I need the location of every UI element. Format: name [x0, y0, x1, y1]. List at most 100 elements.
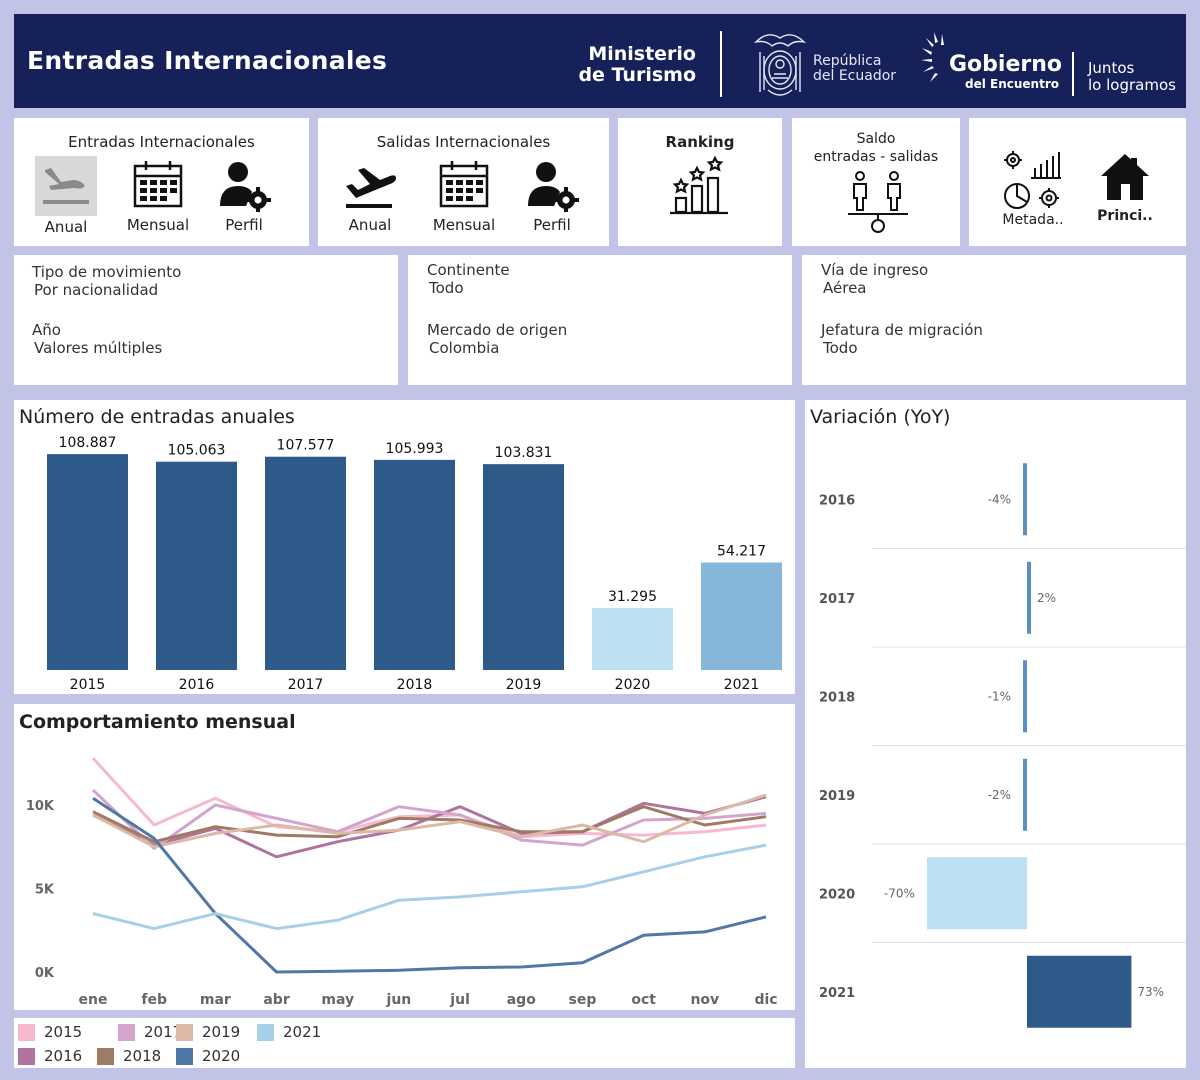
- legend-label: 2017: [144, 1023, 183, 1041]
- nav-extra-panel: Metada.. Princi..: [969, 118, 1186, 246]
- balance-people-icon: [848, 171, 908, 233]
- nav-entradas-mensual[interactable]: Mensual: [122, 158, 194, 234]
- legend-swatch: [18, 1048, 35, 1065]
- monthly-x-tick-label: dic: [754, 992, 777, 1008]
- gobierno-rays-icon: [921, 32, 944, 82]
- annual-bar-value-label: 103.831: [495, 445, 553, 461]
- nav-salidas-mensual[interactable]: Mensual: [428, 158, 500, 234]
- yoy-bar-2017[interactable]: [1027, 561, 1031, 634]
- nav-saldo-panel[interactable]: Saldo entradas - salidas: [792, 118, 960, 246]
- nav-salidas-anual[interactable]: Anual: [334, 160, 406, 234]
- filter-anio-value[interactable]: Valores múltiples: [34, 339, 163, 357]
- monthly-x-tick-label: sep: [569, 992, 597, 1008]
- monthly-series-line-2018[interactable]: [92, 805, 767, 844]
- annual-bar-category-label: 2015: [70, 677, 106, 693]
- annual-bar-2021[interactable]: [701, 562, 782, 670]
- nav-saldo-title: Saldo entradas - salidas: [792, 130, 960, 166]
- monthly-x-tick-label: jun: [386, 992, 412, 1008]
- coat-of-arms-icon: [753, 34, 807, 96]
- calendar-icon: [133, 161, 183, 208]
- monthly-series-line-2017[interactable]: [91, 788, 767, 850]
- yoy-value-label: -4%: [988, 492, 1011, 506]
- yoy-chart-panel: Variación (YoY) 2016 -4% 2017 2% 2018 -1% 2019…: [805, 400, 1186, 1068]
- yoy-category-label: 2019: [819, 789, 855, 804]
- filter-jefatura-label: Jefatura de migración: [821, 321, 983, 339]
- monthly-x-tick-label: feb: [141, 992, 167, 1008]
- yoy-bar-2020[interactable]: [926, 857, 1027, 930]
- legend-swatch: [18, 1024, 35, 1041]
- annual-bar-value-label: 54.217: [717, 544, 766, 560]
- monthly-chart-title: Comportamiento mensual: [19, 711, 296, 733]
- annual-bar-chart: 108.887 2015 105.063 2016 107.577 2017 105.993…: [47, 435, 782, 693]
- nav-entradas-mensual-label: Mensual: [126, 216, 190, 234]
- legend-swatch: [118, 1024, 135, 1041]
- monthly-y-tick-label: 5K: [35, 883, 55, 898]
- yoy-category-label: 2020: [819, 887, 855, 902]
- annual-bar-value-label: 31.295: [608, 589, 657, 605]
- monthly-series-line-2021[interactable]: [92, 843, 767, 931]
- nav-principal[interactable]: Princi..: [1087, 152, 1163, 224]
- filter-mercado-value[interactable]: Colombia: [429, 339, 500, 357]
- nav-entradas-anual[interactable]: Anual: [30, 156, 102, 236]
- nav-salidas-panel: Salidas Internacionales Anual: [318, 118, 609, 246]
- filter-via-value[interactable]: Aérea: [823, 279, 867, 297]
- monthly-series-line-2020[interactable]: [92, 797, 767, 974]
- annual-bar-2018[interactable]: [374, 459, 455, 670]
- annual-bar-2017[interactable]: [265, 456, 346, 670]
- calendar-icon: [439, 161, 489, 208]
- annual-bar-category-label: 2020: [615, 677, 651, 693]
- yoy-category-label: 2016: [819, 493, 855, 508]
- yoy-category-label: 2018: [819, 690, 855, 705]
- monthly-series-line-2015[interactable]: [91, 757, 767, 839]
- nav-entradas-perfil-label: Perfil: [225, 216, 263, 234]
- legend-label: 2019: [202, 1023, 241, 1041]
- yoy-value-label: -2%: [988, 788, 1011, 802]
- annual-bar-value-label: 105.993: [386, 441, 444, 457]
- legend-label: 2020: [202, 1047, 241, 1065]
- yoy-value-label: -1%: [988, 689, 1011, 703]
- nav-salidas-perfil[interactable]: Perfil: [516, 160, 588, 234]
- filter-jefatura-value[interactable]: Todo: [823, 339, 858, 357]
- monthly-y-tick-label: 10K: [26, 799, 55, 814]
- filter-panel-2: Continente Todo Mercado de origen Colomb…: [408, 255, 792, 385]
- nav-salidas-mensual-label: Mensual: [432, 216, 496, 234]
- annual-bar-value-label: 105.063: [168, 443, 226, 459]
- yoy-bar-2018[interactable]: [1023, 660, 1027, 733]
- monthly-series-line-2019[interactable]: [92, 793, 767, 849]
- airplane-landing-icon: [35, 156, 97, 216]
- yoy-bar-2019[interactable]: [1023, 758, 1027, 831]
- monthly-x-tick-label: oct: [631, 992, 656, 1008]
- nav-salidas-title: Salidas Internacionales: [376, 133, 551, 151]
- nav-saldo-title-line-1: Saldo: [856, 131, 896, 147]
- monthly-x-tick-label: ene: [79, 992, 108, 1008]
- annual-bar-2015[interactable]: [47, 454, 128, 670]
- annual-bar-value-label: 108.887: [59, 435, 117, 451]
- nav-metadata[interactable]: Metada..: [995, 150, 1071, 228]
- nav-entradas-perfil[interactable]: Perfil: [208, 160, 280, 234]
- annual-bar-category-label: 2017: [288, 677, 324, 693]
- republic-line-1: República: [813, 53, 882, 69]
- filter-continente-value[interactable]: Todo: [429, 279, 464, 297]
- annual-bar-2019[interactable]: [483, 464, 564, 670]
- nav-salidas-perfil-label: Perfil: [533, 216, 571, 234]
- filter-mercado-label: Mercado de origen: [427, 321, 568, 339]
- nav-principal-label: Princi..: [1097, 208, 1153, 224]
- legend-swatch: [176, 1048, 193, 1065]
- annual-bar-2016[interactable]: [156, 461, 237, 670]
- monthly-x-tick-label: nov: [690, 992, 719, 1008]
- yoy-bar-2016[interactable]: [1023, 463, 1027, 536]
- user-gear-icon: [528, 162, 579, 212]
- nav-saldo-title-line-2: entradas - salidas: [813, 149, 939, 165]
- annual-chart-title: Número de entradas anuales: [19, 406, 295, 428]
- annual-bar-value-label: 107.577: [277, 438, 335, 454]
- nav-ranking-panel[interactable]: Ranking: [618, 118, 782, 246]
- yoy-bar-2021[interactable]: [1027, 955, 1132, 1028]
- annual-bar-category-label: 2018: [397, 677, 433, 693]
- annual-bar-2020[interactable]: [592, 607, 673, 670]
- yoy-chart-title: Variación (YoY): [810, 406, 951, 428]
- filter-movimiento-value[interactable]: Por nacionalidad: [34, 281, 159, 299]
- filter-movimiento-label: Tipo de movimiento: [32, 263, 182, 281]
- ministry-logo-text: Ministerio de Turismo: [574, 44, 696, 86]
- ministry-line-1: Ministerio: [588, 43, 696, 65]
